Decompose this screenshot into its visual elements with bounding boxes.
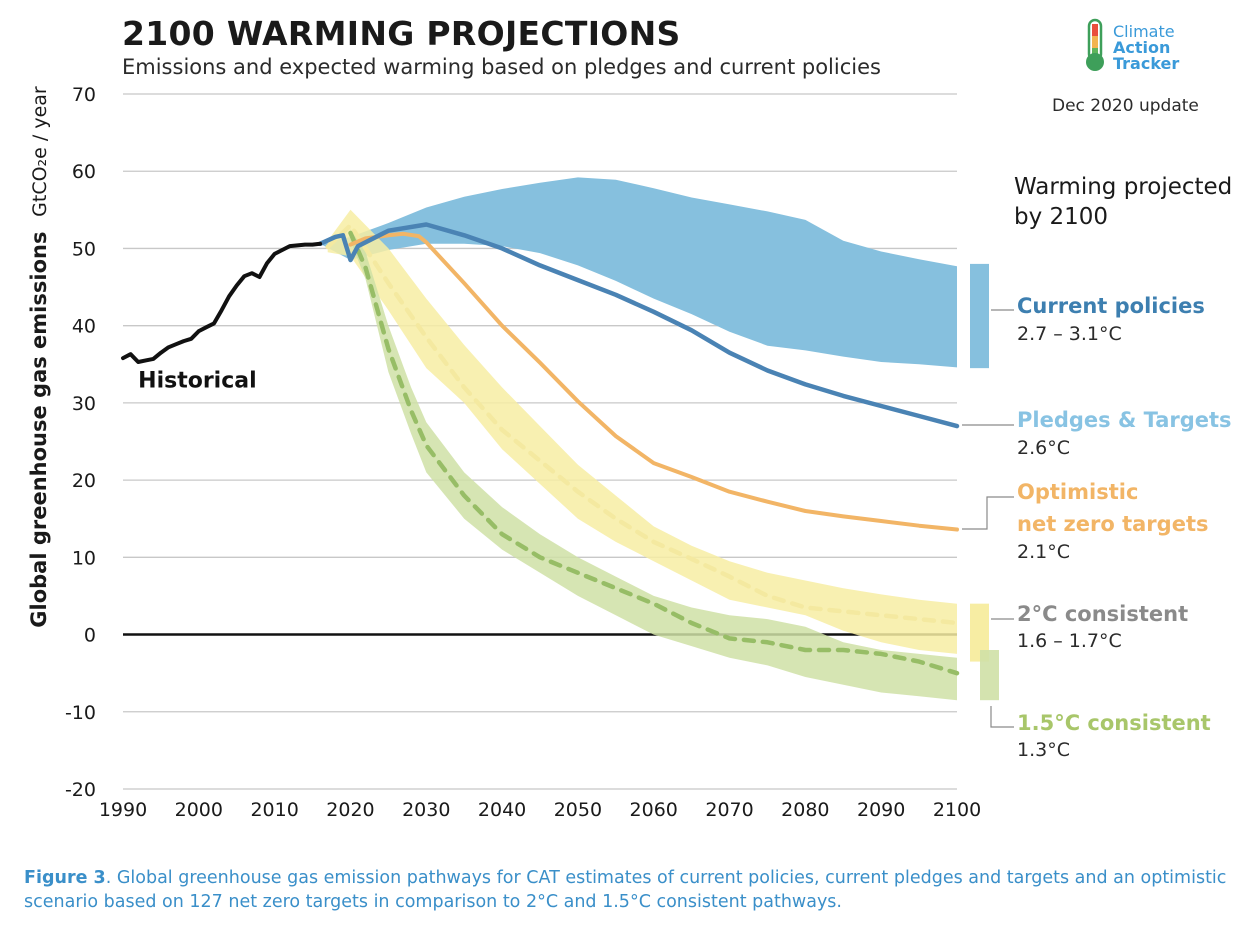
warming-bar-current-policies xyxy=(970,263,989,369)
logo-line3: Tracker xyxy=(1113,54,1180,73)
y-tick-label: 10 xyxy=(72,547,96,569)
x-tick-label: 2030 xyxy=(402,799,450,821)
warming-bar-two-c xyxy=(970,603,989,662)
band-two-c xyxy=(327,209,957,654)
scenario-lines xyxy=(121,222,960,676)
figure-caption: Figure 3. Global greenhouse gas emission… xyxy=(24,866,1254,914)
connector-one-five-c xyxy=(990,706,1014,728)
range-optimistic: 2.1°C xyxy=(1017,541,1070,563)
label-optimistic-2: net zero targets xyxy=(1017,512,1209,536)
x-tick-label: 2090 xyxy=(857,799,905,821)
update-label: Dec 2020 update xyxy=(1052,96,1199,116)
range-one-five-c: 1.3°C xyxy=(1017,739,1070,761)
warming-heading: Warming projected by 2100 xyxy=(1014,172,1232,232)
x-tick-label: 2020 xyxy=(326,799,374,821)
x-tick-label: 2050 xyxy=(554,799,602,821)
caption-text: . Global greenhouse gas emission pathway… xyxy=(24,868,1227,912)
warming-heading-line2: by 2100 xyxy=(1014,204,1109,230)
warming-heading-line1: Warming projected xyxy=(1014,174,1233,200)
y-axis-ticks: -20 -10 0 10 20 30 40 50 60 70 xyxy=(65,84,96,801)
logo-text: Climate Action Tracker xyxy=(1113,24,1179,72)
line-pledges xyxy=(317,222,960,429)
range-pledges: 2.6°C xyxy=(1017,437,1070,459)
x-tick-label: 2060 xyxy=(630,799,678,821)
y-tick-label: 70 xyxy=(72,84,96,106)
x-tick-label: 2040 xyxy=(478,799,526,821)
y-axis-label-main: Global greenhouse gas emissions xyxy=(27,232,51,628)
y-tick-label: 20 xyxy=(72,470,96,492)
range-two-c: 1.6 – 1.7°C xyxy=(1017,630,1122,652)
y-axis-label: Global greenhouse gas emissions GtCO₂e /… xyxy=(27,86,51,628)
y-tick-label: 60 xyxy=(72,161,96,183)
x-axis-ticks: 1990 2000 2010 2020 2030 2040 2050 2060 2070 2080… xyxy=(99,799,981,821)
band-one-five-c xyxy=(350,229,957,701)
x-tick-label: 2100 xyxy=(933,799,981,821)
label-optimistic-1: Optimistic xyxy=(1017,480,1139,504)
x-tick-label: 2070 xyxy=(705,799,753,821)
y-tick-label: 40 xyxy=(72,316,96,338)
median-two-c xyxy=(325,223,960,626)
connector-optimistic xyxy=(962,496,1014,530)
warming-bar-one-five-c xyxy=(980,650,999,701)
y-tick-label: -10 xyxy=(65,702,96,724)
logo-line2: Action xyxy=(1113,38,1171,57)
y-tick-label: 30 xyxy=(72,393,96,415)
warming-bars xyxy=(970,263,999,701)
thermometer-logo-icon xyxy=(1086,18,1104,71)
x-tick-label: 2080 xyxy=(781,799,829,821)
label-two-c: 2°C consistent xyxy=(1017,602,1189,626)
y-tick-label: 50 xyxy=(72,238,96,260)
line-historical xyxy=(121,241,323,364)
line-optimistic xyxy=(348,231,959,532)
chart-subtitle: Emissions and expected warming based on … xyxy=(122,55,881,79)
range-current-policies: 2.7 – 3.1°C xyxy=(1017,323,1122,345)
chart-title: 2100 WARMING PROJECTIONS xyxy=(122,14,681,53)
label-connectors xyxy=(962,309,1014,728)
x-tick-label: 1990 xyxy=(99,799,147,821)
x-tick-label: 2000 xyxy=(175,799,223,821)
y-tick-label: -20 xyxy=(65,779,96,801)
historical-annotation: Historical xyxy=(138,368,257,393)
label-current-policies: Current policies xyxy=(1017,294,1205,318)
y-axis-label-unit: GtCO₂e / year xyxy=(29,86,51,217)
scenario-bands xyxy=(320,177,958,701)
label-pledges: Pledges & Targets xyxy=(1017,408,1232,432)
label-one-five-c: 1.5°C consistent xyxy=(1017,711,1211,735)
logo-line1: Climate xyxy=(1113,22,1175,41)
caption-prefix: Figure 3 xyxy=(24,868,106,888)
y-tick-label: 0 xyxy=(84,625,96,647)
band-current-policies xyxy=(320,177,958,368)
x-tick-label: 2010 xyxy=(250,799,298,821)
median-one-five-c xyxy=(348,230,960,676)
